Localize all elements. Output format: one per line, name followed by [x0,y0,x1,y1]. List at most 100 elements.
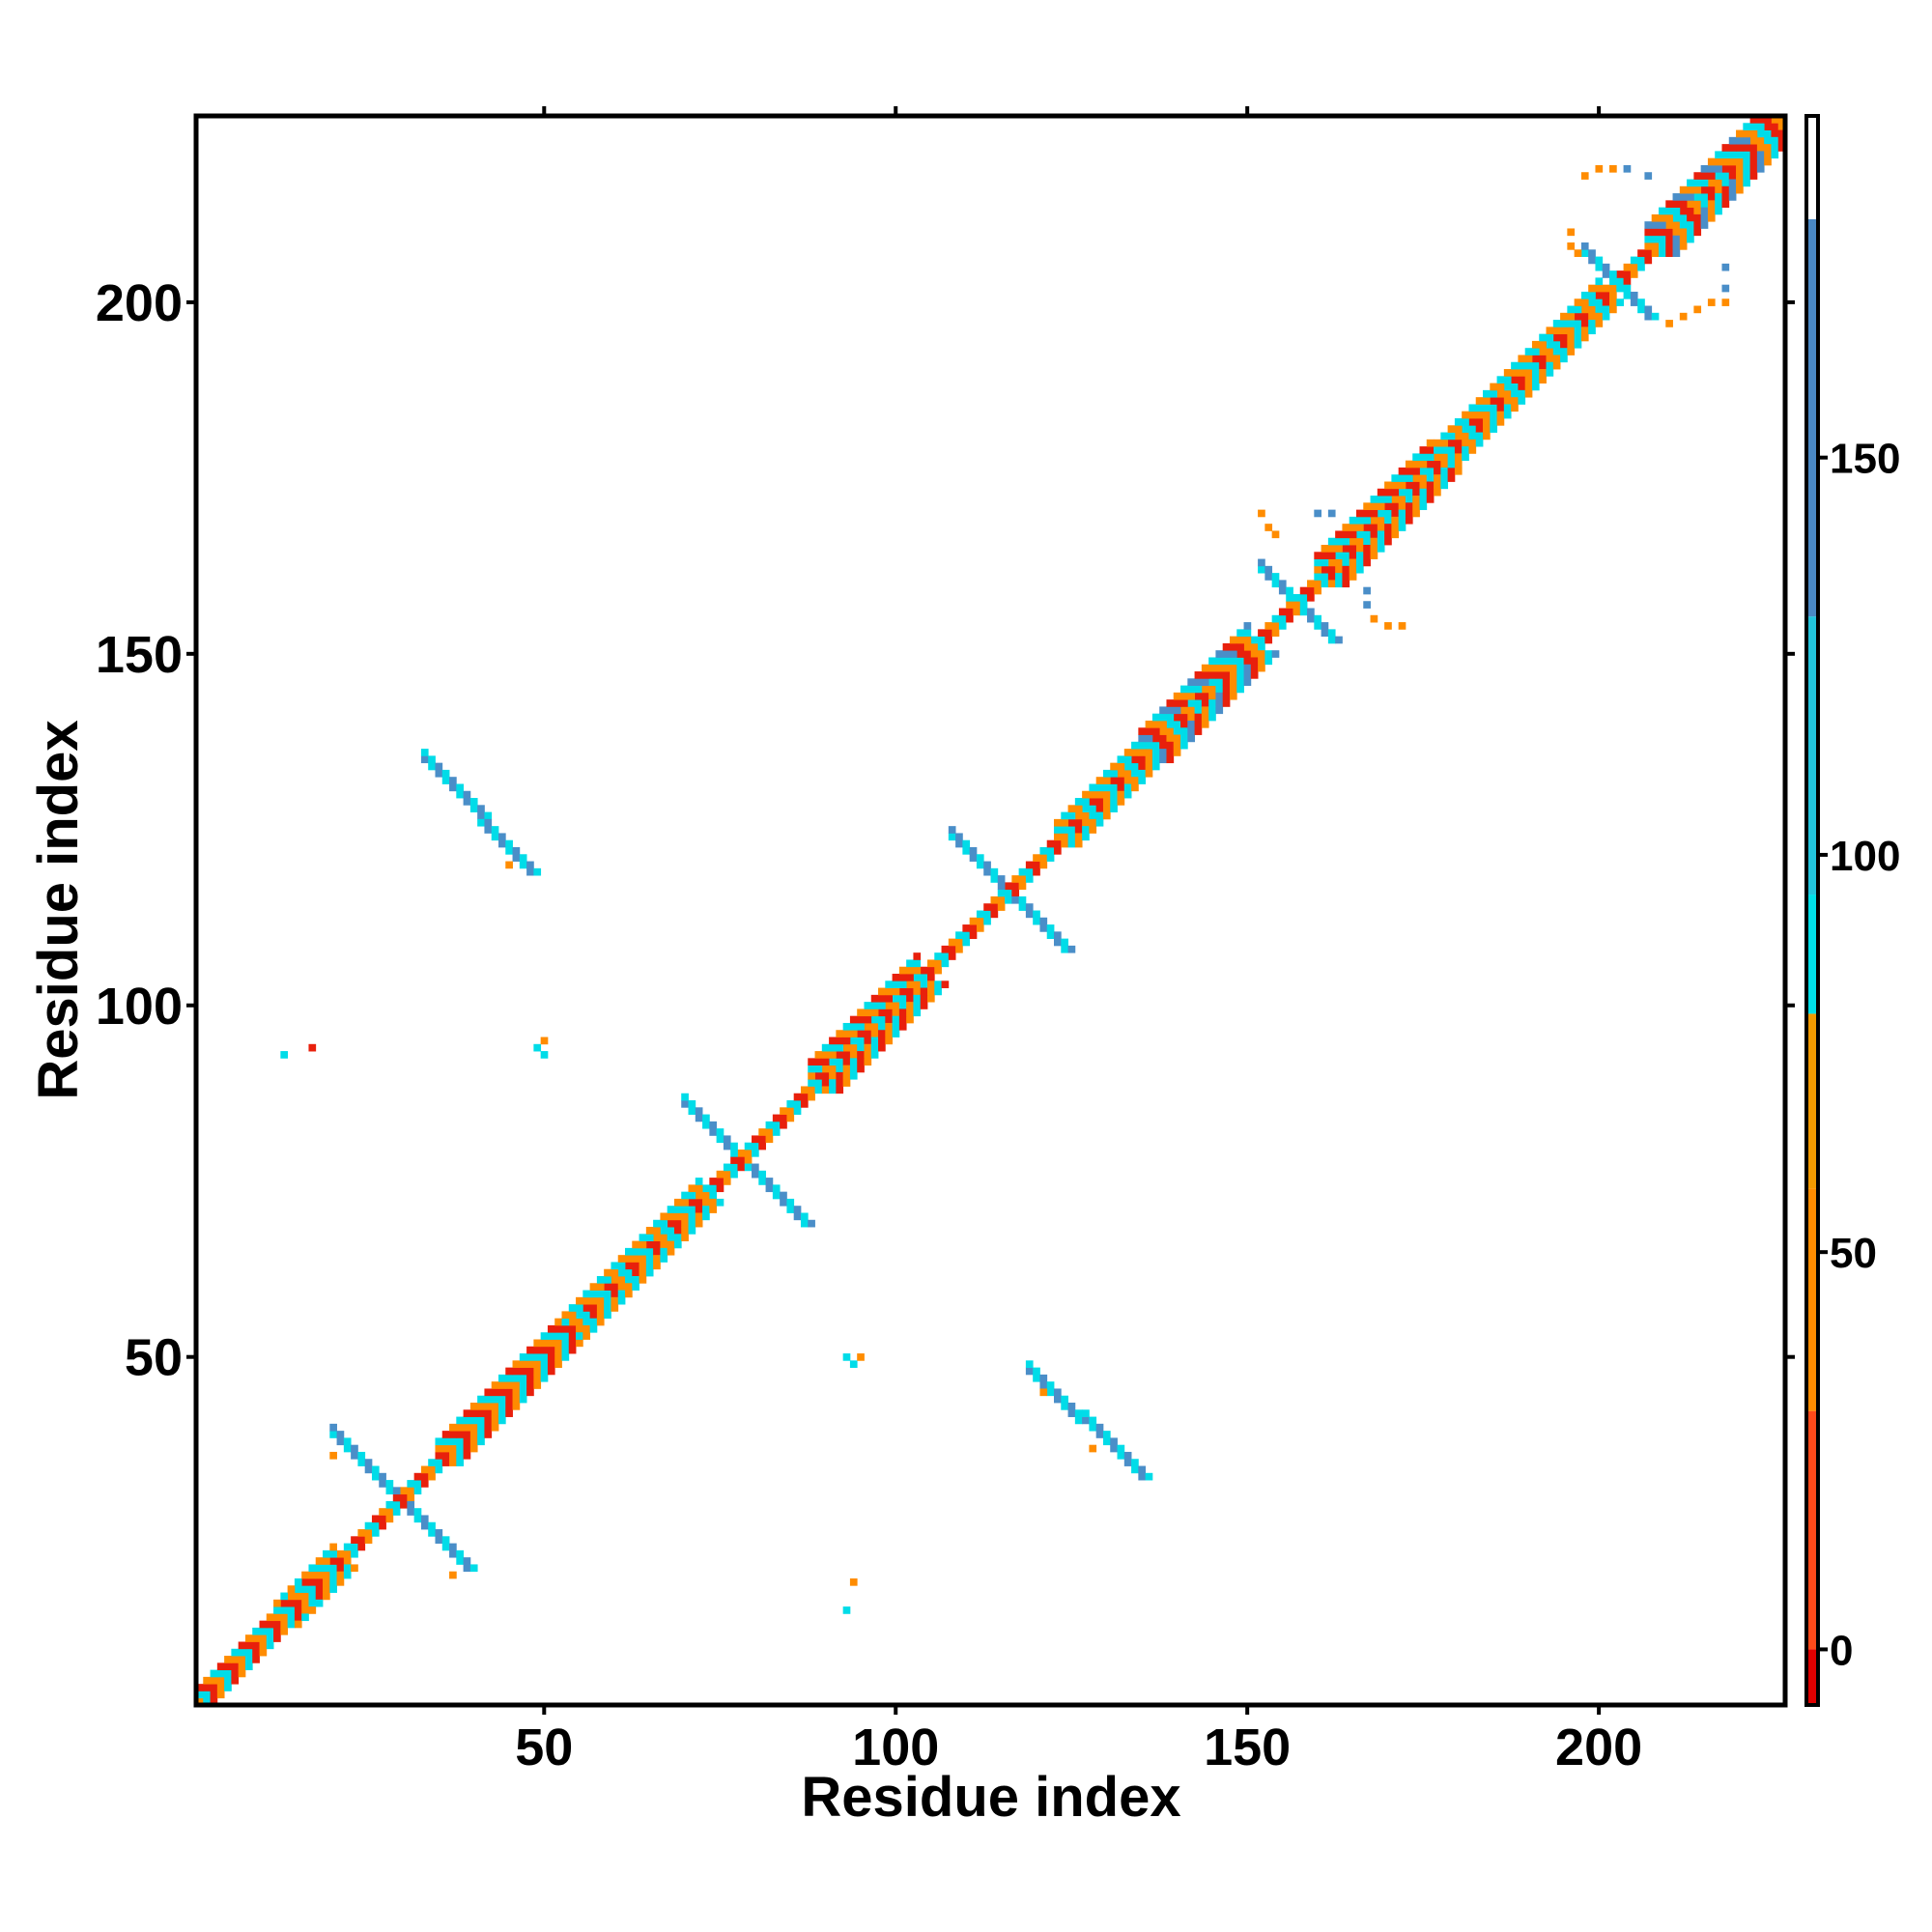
diagonal-block-cell [1687,221,1694,229]
diagonal-block-cell [898,1009,907,1017]
diagonal-cell [554,1339,562,1348]
diagonal-block-cell [1552,355,1561,363]
diagonal-block-cell [469,1409,478,1417]
antiparallel-contact-cell [983,867,991,876]
antiparallel-contact-cell [1644,305,1653,314]
diagonal-cell [1166,727,1175,735]
antiparallel-contact-cell [477,811,485,820]
diagonal-block-cell [1426,446,1435,454]
diagonal-cell [1117,777,1125,784]
contact-point [1567,242,1576,250]
diagonal-cell [667,1227,675,1235]
diagonal-block-cell [1398,467,1406,475]
antiparallel-contact-cell [1651,312,1660,321]
diagonal-cell [1454,439,1463,447]
near-diagonal-cell [505,1395,513,1404]
diagonal-block-cell [639,1240,647,1249]
near-diagonal-cell [540,1360,549,1369]
antiparallel-contact-cell [484,818,493,827]
diagonal-block-cell [1700,164,1709,173]
diagonal-block-cell [857,1015,865,1024]
contact-point [1327,509,1336,518]
diagonal-cell [1046,846,1055,855]
near-diagonal-cell [983,917,991,925]
diagonal-block-cell [519,1353,527,1361]
near-diagonal-cell [1715,172,1722,180]
near-diagonal-cell [1067,833,1076,841]
near-diagonal-cell [625,1276,633,1284]
near-diagonal-cell [435,1465,443,1474]
diagonal-block-cell [463,1416,471,1425]
diagonal-block-cell [1602,312,1610,321]
diagonal-block-cell [1440,439,1449,447]
near-diagonal-cell [1503,383,1512,391]
antiparallel-contact-cell [1307,608,1315,616]
diagonal-block-cell [632,1276,639,1284]
diagonal-block-cell [1665,249,1673,257]
diagonal-block-cell [1700,213,1709,222]
antiparallel-contact-cell [688,1100,696,1108]
near-diagonal-cell [1609,291,1617,299]
diagonal-block-cell [1524,389,1533,398]
diagonal-block-cell [1693,228,1702,237]
near-diagonal-cell [210,1676,218,1685]
diagonal-block-cell [561,1318,570,1326]
antiparallel-contact-cell [512,854,521,862]
diagonal-block-cell [1201,706,1209,715]
diagonal-cell [315,1577,324,1586]
diagonal-block-cell [660,1219,668,1228]
diagonal-block-cell [1335,573,1343,581]
diagonal-block-cell [477,1395,485,1404]
diagonal-block-cell [1672,249,1681,257]
near-diagonal-cell [1299,601,1308,609]
near-diagonal-cell [1384,516,1392,525]
diagonal-cell [1258,636,1265,644]
diagonal-block-cell [1159,720,1167,728]
antiparallel-contact-cell [780,1191,787,1200]
diagonal-cell [1067,826,1076,834]
diagonal-block-cell [469,1437,478,1446]
colorbar-band [1806,116,1818,219]
diagonal-block-cell [280,1627,289,1635]
diagonal-block-cell [1468,411,1477,419]
diagonal-block-cell [1588,320,1596,327]
diagonal-block-cell [878,1030,886,1037]
diagonal-block-cell [1194,685,1203,694]
diagonal-block-cell [1518,361,1526,370]
antiparallel-contact-cell [336,1437,345,1446]
diagonal-block-cell [596,1276,605,1284]
diagonal-block-cell [1258,650,1265,658]
diagonal-block-cell [821,1051,830,1059]
diagonal-block-cell [673,1198,682,1207]
diagonal-block-cell [1074,839,1083,848]
x-axis-label: Residue index [801,1766,1180,1829]
contact-point [849,1360,858,1369]
diagonal-block-cell [244,1634,253,1642]
diagonal-block-cell [1236,678,1244,686]
diagonal-block-cell [554,1318,562,1326]
diagonal-cell [997,895,1006,904]
diagonal-block-cell [913,952,922,960]
near-diagonal-cell [231,1669,240,1678]
near-diagonal-cell [1391,509,1400,518]
near-diagonal-cell [1503,397,1512,405]
near-diagonal-cell [323,1564,330,1573]
diagonal-cell [273,1620,281,1629]
near-diagonal-cell [1609,277,1617,286]
diagonal-block-cell [1700,207,1709,215]
diagonal-block-cell [1539,340,1547,349]
antiparallel-contact-cell [808,1219,815,1228]
diagonal-block-cell [554,1353,562,1361]
diagonal-cell [1391,502,1400,511]
near-diagonal-cell [1349,537,1357,546]
near-diagonal-cell [512,1388,521,1397]
near-diagonal-cell [1180,720,1188,728]
antiparallel-contact-cell [351,1444,358,1453]
diagonal-block-cell [1173,734,1181,743]
diagonal-block-cell [1370,496,1378,503]
diagonal-block-cell [1707,172,1716,180]
diagonal-block-cell [645,1262,654,1270]
antiparallel-contact-cell [1039,917,1048,925]
near-diagonal-cell [1658,242,1666,250]
diagonal-block-cell [1434,481,1441,490]
